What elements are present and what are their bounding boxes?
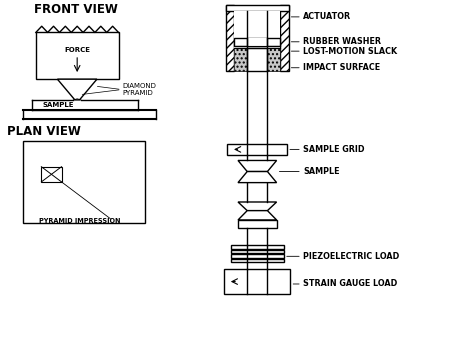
Bar bbox=[231, 245, 284, 249]
Bar bbox=[231, 259, 284, 262]
Text: LOST-MOTION SLACK: LOST-MOTION SLACK bbox=[303, 47, 397, 56]
Bar bbox=[23, 141, 145, 223]
Text: SAMPLE: SAMPLE bbox=[303, 167, 340, 176]
Text: SAMPLE GRID: SAMPLE GRID bbox=[303, 145, 365, 154]
Bar bbox=[226, 5, 234, 71]
Text: SAMPLE: SAMPLE bbox=[43, 102, 74, 108]
Bar bbox=[224, 269, 291, 294]
Text: DIAMOND
PYRAMID: DIAMOND PYRAMID bbox=[123, 83, 156, 96]
Bar bbox=[36, 32, 118, 79]
Polygon shape bbox=[238, 172, 277, 183]
Text: PYRAMID IMPRESSION: PYRAMID IMPRESSION bbox=[39, 219, 120, 224]
Bar bbox=[280, 5, 289, 71]
Bar bbox=[247, 48, 267, 71]
Polygon shape bbox=[57, 79, 97, 100]
Text: PLAN VIEW: PLAN VIEW bbox=[7, 125, 81, 137]
Bar bbox=[231, 254, 284, 258]
Text: RUBBER WASHER: RUBBER WASHER bbox=[303, 37, 381, 46]
Bar bbox=[234, 48, 247, 71]
Bar bbox=[226, 5, 289, 11]
Bar bbox=[247, 38, 267, 46]
Polygon shape bbox=[238, 160, 277, 172]
Text: FRONT VIEW: FRONT VIEW bbox=[34, 3, 118, 16]
Bar bbox=[228, 144, 287, 155]
Bar bbox=[234, 11, 280, 71]
Text: PIEZOELECTRIC LOAD: PIEZOELECTRIC LOAD bbox=[303, 252, 400, 261]
Bar bbox=[234, 38, 280, 46]
Bar bbox=[231, 250, 284, 253]
Bar bbox=[41, 167, 62, 182]
Text: STRAIN GAUGE LOAD: STRAIN GAUGE LOAD bbox=[303, 279, 398, 288]
Text: ACTUATOR: ACTUATOR bbox=[303, 13, 351, 21]
Text: IMPACT SURFACE: IMPACT SURFACE bbox=[303, 63, 381, 72]
Text: FORCE: FORCE bbox=[64, 47, 90, 53]
Bar bbox=[267, 48, 280, 71]
Bar bbox=[238, 220, 277, 228]
Polygon shape bbox=[238, 211, 277, 220]
Polygon shape bbox=[238, 202, 277, 211]
